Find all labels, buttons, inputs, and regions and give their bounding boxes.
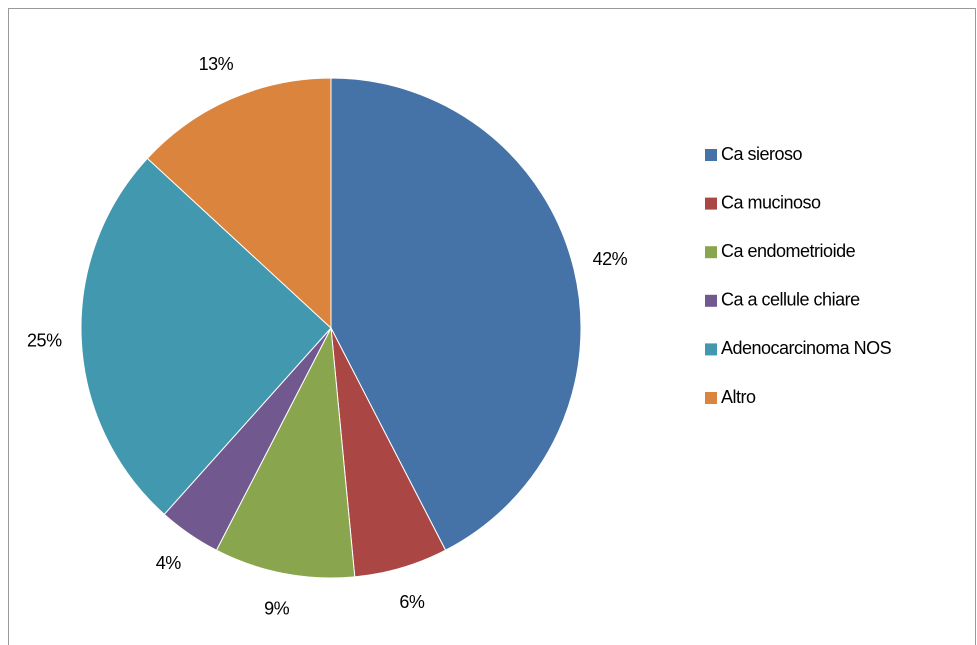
legend-label: Ca endometrioide	[721, 241, 856, 261]
data-label: 6%	[399, 592, 425, 612]
legend-swatch	[705, 343, 717, 356]
legend-swatch	[705, 149, 717, 161]
legend-label: Ca sieroso	[721, 144, 803, 164]
data-label: 13%	[199, 54, 234, 74]
legend-label: Ca a cellule chiare	[721, 290, 860, 310]
legend-swatch	[705, 294, 717, 307]
legend-label: Altro	[721, 387, 756, 407]
pie-slice	[146, 77, 332, 330]
legend-swatch	[705, 246, 717, 259]
legend-label: Adenocarcinoma NOS	[721, 338, 892, 358]
legend-swatch	[705, 197, 717, 210]
pie-slice	[330, 77, 582, 551]
pie-slice	[215, 326, 356, 579]
data-label: 4%	[156, 553, 182, 573]
pie-slice	[80, 157, 332, 516]
data-label: 9%	[264, 599, 290, 619]
data-label: 42%	[593, 249, 628, 269]
data-label: 25%	[27, 330, 62, 350]
legend-label: Ca mucinoso	[721, 192, 821, 212]
legend-swatch	[705, 392, 717, 404]
